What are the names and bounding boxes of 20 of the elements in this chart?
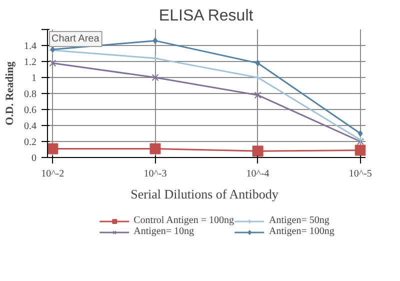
legend-label: Antigen= 50ng [269,215,330,226]
legend-label: Antigen= 100ng [269,226,334,237]
chart-title: ELISA Result [158,8,254,24]
y-tick-label: 0.6 [24,105,36,116]
y-tick-label: 1.4 [24,41,36,52]
legend-label: Control Antigen = 100ng [134,215,234,226]
y-tick-label: 0.4 [24,121,36,132]
y-tick-label: 0.2 [24,137,36,148]
x-tick-label: 10^-4 [246,168,270,180]
legend-label: Antigen= 10ng [134,226,194,237]
annotation: Chart Area [52,34,100,44]
y-tick-label: 0 [32,153,36,164]
x-axis-title: Serial Dilutions of Antibody [130,186,279,202]
y-tick-label: 1.2 [24,57,36,68]
y-tick-label: 0.8 [24,89,36,100]
y-axis-title: O.D. Reading [4,61,16,126]
x-tick-label: 10^-5 [348,168,372,180]
x-tick-label: 10^-2 [41,168,64,180]
x-tick-label: 10^-3 [144,168,167,180]
y-tick-label: 1 [32,73,36,84]
